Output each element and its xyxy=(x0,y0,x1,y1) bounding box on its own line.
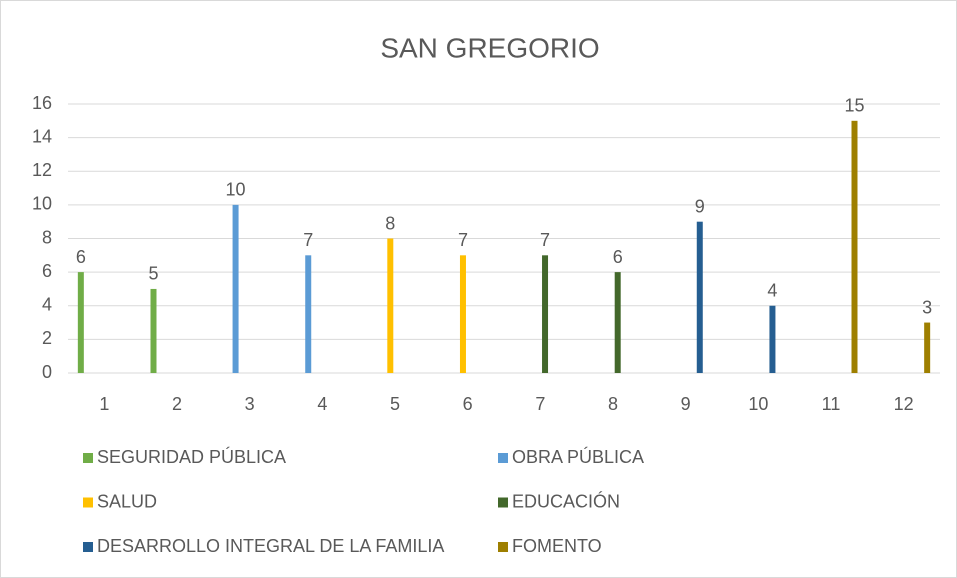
y-tick-label: 2 xyxy=(42,328,52,348)
legend-label: FOMENTO xyxy=(512,536,602,556)
chart-title: SAN GREGORIO xyxy=(380,32,599,63)
legend-label: EDUCACIÓN xyxy=(512,490,620,511)
y-tick-label: 4 xyxy=(42,295,52,315)
bar xyxy=(77,272,84,373)
bar xyxy=(232,204,239,373)
data-label: 6 xyxy=(76,247,86,267)
data-label: 7 xyxy=(540,230,550,250)
legend-swatch xyxy=(498,453,508,463)
bar xyxy=(924,322,931,373)
legend-label: SEGURIDAD PÚBLICA xyxy=(97,446,286,467)
y-tick-label: 12 xyxy=(32,160,52,180)
y-tick-label: 6 xyxy=(42,261,52,281)
x-tick-label: 8 xyxy=(608,394,618,414)
bar xyxy=(769,305,776,373)
bar xyxy=(305,255,312,373)
x-tick-label: 5 xyxy=(390,394,400,414)
legend-label: OBRA PÚBLICA xyxy=(512,446,644,467)
data-label: 3 xyxy=(922,297,932,317)
x-tick-label: 4 xyxy=(317,394,327,414)
data-label: 5 xyxy=(148,264,158,284)
data-label: 8 xyxy=(385,213,395,233)
legend-swatch xyxy=(498,542,508,552)
bar xyxy=(851,120,858,373)
x-tick-label: 12 xyxy=(894,394,914,414)
data-label: 15 xyxy=(844,96,864,116)
x-tick-label: 7 xyxy=(535,394,545,414)
bar xyxy=(542,255,549,373)
data-label: 6 xyxy=(613,247,623,267)
legend-label: SALUD xyxy=(97,491,157,511)
legend-swatch xyxy=(83,497,93,508)
data-label: 7 xyxy=(458,230,468,250)
bar xyxy=(387,238,394,373)
y-tick-label: 16 xyxy=(32,93,52,113)
legend-label: DESARROLLO INTEGRAL DE LA FAMILIA xyxy=(97,536,444,556)
legend-swatch xyxy=(83,453,93,463)
bar xyxy=(614,272,621,373)
y-tick-label: 14 xyxy=(32,126,52,146)
bar xyxy=(459,255,466,373)
x-tick-label: 9 xyxy=(681,394,691,414)
y-tick-label: 0 xyxy=(42,362,52,382)
bar xyxy=(696,221,703,373)
legend-swatch xyxy=(83,542,93,552)
bar xyxy=(150,288,157,373)
data-label: 7 xyxy=(303,230,313,250)
x-tick-label: 6 xyxy=(463,394,473,414)
data-label: 10 xyxy=(226,180,246,200)
x-tick-label: 11 xyxy=(822,394,841,414)
data-label: 9 xyxy=(695,196,705,216)
y-tick-label: 8 xyxy=(42,227,52,247)
data-label: 4 xyxy=(767,281,777,301)
y-tick-label: 10 xyxy=(32,194,52,214)
x-tick-label: 1 xyxy=(99,394,109,414)
x-tick-label: 2 xyxy=(172,394,182,414)
x-tick-label: 3 xyxy=(245,394,255,414)
legend-swatch xyxy=(498,497,508,508)
x-tick-label: 10 xyxy=(748,394,768,414)
